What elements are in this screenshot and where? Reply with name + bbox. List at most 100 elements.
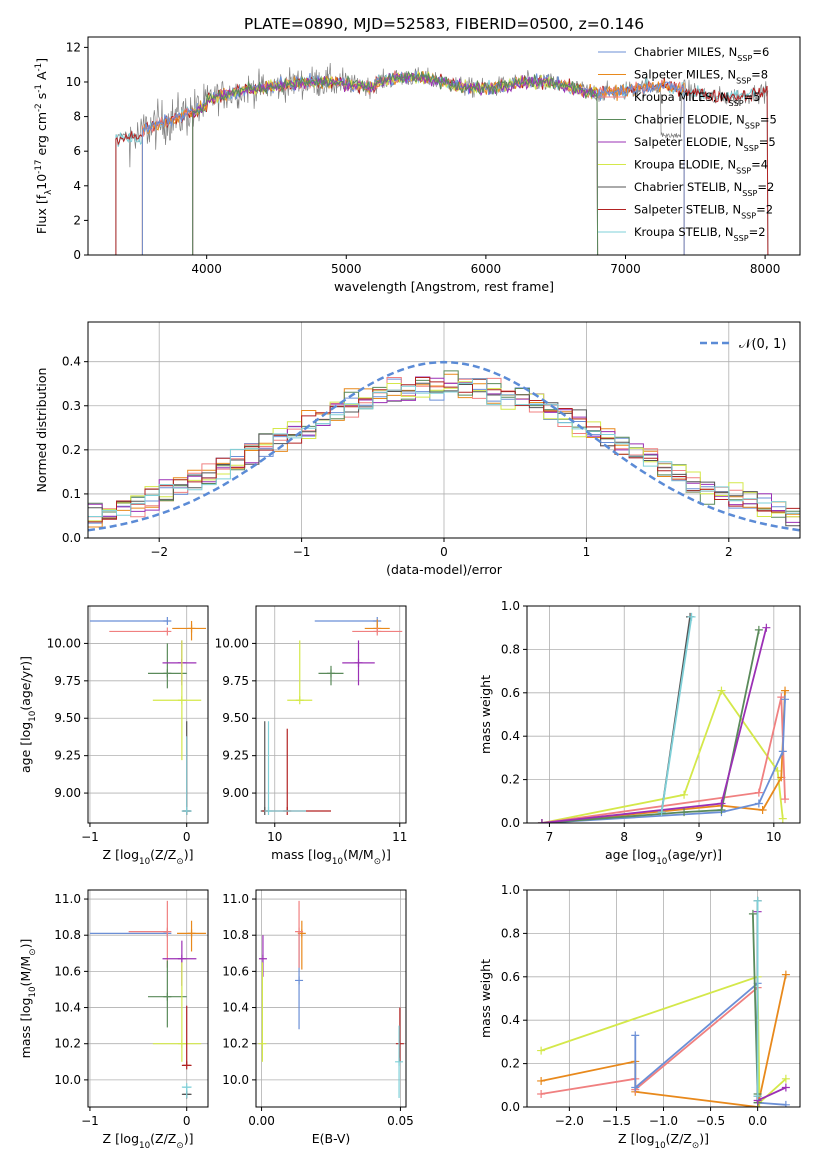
- y-tick-label: 9.00: [54, 786, 81, 800]
- point-kroupa_stelib: [395, 1057, 404, 1066]
- plot-area: [260, 616, 403, 816]
- legend-entry: 𝒩(0, 1): [739, 337, 786, 352]
- x-tick-label: 0.00: [248, 1114, 275, 1128]
- legend-entry: Kroupa ELODIE, NSSP=4: [634, 158, 768, 176]
- y-tick-label: 0.2: [501, 773, 520, 787]
- hist-kroupa_elodie: [88, 381, 800, 522]
- x-tick-label: 6000: [471, 262, 502, 276]
- marker-kroupa_elodie: [778, 814, 787, 823]
- y-tick-label: 9.50: [222, 711, 249, 725]
- y-tick-label: 10.00: [47, 636, 81, 650]
- marker-chabrier_elodie: [754, 625, 763, 634]
- line-salpeter_elodie: [756, 911, 787, 1102]
- point-kroupa_miles: [163, 627, 172, 636]
- x-axis-label: Z [log10(Z/Z⊙)]: [618, 1131, 709, 1151]
- y-tick-label: 10.4: [54, 1001, 81, 1015]
- plot-area: [537, 612, 790, 823]
- y-tick-label: 0.4: [501, 729, 520, 743]
- marker-kroupa_elodie: [717, 686, 726, 695]
- y-tick-label: 0.2: [62, 443, 81, 457]
- point-salpeter_miles: [187, 624, 196, 633]
- marker-kroupa_miles: [537, 1089, 546, 1098]
- x-tick-label: 5000: [331, 262, 362, 276]
- y-tick-label: 10.0: [54, 1073, 81, 1087]
- x-tick-label: −0.5: [696, 1114, 725, 1128]
- y-axis-label: age [log10(age/yr)]: [18, 656, 38, 773]
- legend-entry: Salpeter STELIB, NSSP=2: [634, 203, 773, 221]
- y-tick-label: 0.0: [501, 816, 520, 830]
- y-tick-label: 0: [73, 248, 81, 262]
- marker-kroupa_stelib: [657, 808, 666, 817]
- y-tick-label: 0.6: [501, 686, 520, 700]
- legend-entry: Salpeter MILES, NSSP=8: [634, 68, 768, 86]
- axes-frame: [255, 889, 407, 1108]
- axes-frame: [255, 605, 407, 824]
- y-tick-label: 10.4: [222, 1001, 249, 1015]
- y-tick-label: 0.0: [501, 1100, 520, 1114]
- x-tick-label: 9: [695, 830, 703, 844]
- y-tick-label: 10.00: [215, 636, 249, 650]
- y-tick-label: 1.0: [501, 883, 520, 897]
- point-kroupa_elodie: [295, 696, 304, 705]
- point-kroupa_elodie: [177, 1039, 186, 1048]
- y-axis-label: Normed distribution: [34, 368, 49, 493]
- y-tick-label: 9.75: [222, 674, 249, 688]
- marker-salpeter_elodie: [717, 799, 726, 808]
- marker-salpeter_miles: [537, 1076, 546, 1085]
- model-spectrum-chabrier_elodie: [192, 70, 599, 255]
- line-kroupa_miles: [540, 985, 759, 1103]
- point-kroupa_elodie: [177, 696, 186, 705]
- x-tick-label: 7: [546, 830, 554, 844]
- point-kroupa_miles: [163, 927, 172, 936]
- point-kroupa_elodie: [258, 1039, 267, 1048]
- line-kroupa_stelib: [660, 616, 693, 813]
- model-spectrum-salpeter_elodie: [192, 72, 599, 255]
- marker-kroupa_stelib: [753, 896, 762, 905]
- axes-frame: [87, 605, 209, 824]
- point-chabrier_miles: [295, 976, 304, 985]
- point-chabrier_elodie: [163, 669, 172, 678]
- y-tick-label: 10.8: [54, 928, 81, 942]
- point-chabrier_elodie: [327, 669, 335, 678]
- y-tick-label: 0.8: [501, 926, 520, 940]
- y-tick-label: 0.2: [501, 1057, 520, 1071]
- marker-chabrier_miles: [754, 799, 763, 808]
- y-tick-label: 1.0: [501, 599, 520, 613]
- x-tick-label: −1: [81, 1114, 99, 1128]
- y-tick-label: 9.25: [54, 749, 81, 763]
- marker-kroupa_elodie: [773, 766, 782, 775]
- y-tick-label: 10.2: [222, 1037, 249, 1051]
- x-tick-label: −2.0: [555, 1114, 584, 1128]
- y-tick-label: 2: [73, 213, 81, 227]
- marker-kroupa_stelib: [687, 612, 696, 621]
- y-tick-label: 10: [66, 75, 81, 89]
- y-tick-label: 8: [73, 110, 81, 124]
- legend-entry: Salpeter ELODIE, NSSP=5: [634, 135, 776, 153]
- hist-salpeter_stelib: [88, 377, 800, 523]
- x-tick-label: −1.0: [649, 1114, 678, 1128]
- point-kroupa_stelib: [182, 1083, 191, 1092]
- marker-salpeter_miles: [781, 686, 790, 695]
- point-salpeter_elodie: [177, 954, 186, 963]
- x-tick-label: 0: [183, 830, 191, 844]
- x-tick-label: 4000: [191, 262, 222, 276]
- y-axis-label: Flux [fλ10-17 erg cm-2 s-1 A-1]: [34, 58, 54, 234]
- axes-frame: [87, 36, 801, 256]
- x-tick-label: −1.5: [602, 1114, 631, 1128]
- hist-chabrier_elodie: [88, 370, 800, 518]
- hist-salpeter_miles: [88, 373, 800, 528]
- y-tick-label: 4: [73, 179, 81, 193]
- x-axis-label: wavelength [Angstrom, rest frame]: [334, 279, 554, 294]
- point-kroupa_stelib: [182, 807, 191, 816]
- hist-chabrier_stelib: [88, 382, 800, 527]
- y-axis-label: mass weight: [478, 959, 493, 1038]
- plot-area: [537, 896, 790, 1107]
- x-tick-label: 11: [392, 830, 407, 844]
- x-axis-label: mass [log10(M/M⊙)]: [271, 847, 391, 867]
- x-tick-label: 0.05: [387, 1114, 414, 1128]
- marker-kroupa_miles: [781, 795, 790, 804]
- marker-chabrier_miles: [781, 1100, 790, 1107]
- y-tick-label: 0.0: [62, 531, 81, 545]
- legend-entry: Chabrier STELIB, NSSP=2: [634, 180, 774, 198]
- x-tick-label: 10: [267, 830, 282, 844]
